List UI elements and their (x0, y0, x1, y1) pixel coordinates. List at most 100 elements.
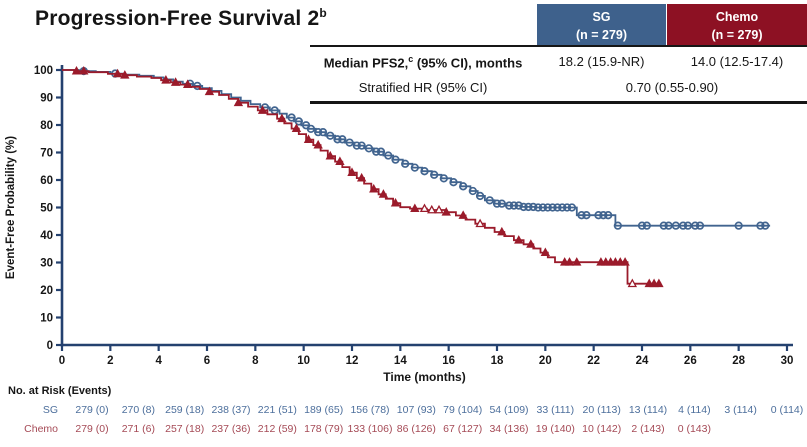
x-tick-label: 26 (684, 355, 697, 367)
sg-censor-circle-marker (420, 167, 429, 176)
chemo-censor-triangle-marker (161, 75, 171, 84)
chemo-censor-triangle-marker (434, 204, 444, 214)
risk-value-chemo: 178 (79) (304, 423, 344, 435)
chemo-censor-triangle-marker (204, 86, 215, 96)
risk-value-sg: 20 (113) (582, 404, 621, 416)
chemo-censor-triangle-marker (419, 203, 430, 213)
chemo-censor-triangle-marker (475, 218, 485, 228)
sg-censor-circle-marker (326, 131, 335, 140)
chemo-censor-triangle-marker (369, 183, 379, 193)
sg-censor-circle-marker (524, 202, 533, 212)
summary-col-header-sg: SG (n = 279) (537, 4, 666, 46)
risk-value-sg: 79 (104) (443, 404, 483, 416)
risk-value-sg: 107 (93) (396, 404, 436, 416)
sg-censor-circle-marker (582, 211, 591, 220)
risk-table-header: No. at Risk (Events) (8, 385, 112, 397)
chemo-censor-triangle-marker (378, 189, 389, 198)
sg-censor-circle-marker (562, 203, 572, 212)
chemo-column-n: (n = 279) (711, 28, 763, 43)
risk-value-chemo: 257 (18) (165, 423, 205, 435)
y-tick-label: 40 (40, 230, 53, 242)
risk-value-chemo: 237 (36) (211, 423, 251, 435)
sg-censor-circle-marker (514, 201, 523, 210)
x-tick-label: 14 (394, 355, 407, 367)
sg-censor-circle-marker (357, 141, 366, 150)
sg-censor-circle-marker (548, 203, 557, 212)
sg-censor-circle-marker (306, 124, 316, 134)
y-tick-label: 10 (40, 313, 53, 325)
x-axis-title: Time (months) (383, 370, 465, 384)
y-tick-label: 60 (40, 175, 53, 187)
chemo-censor-triangle-marker (564, 257, 575, 266)
sg-censor-circle-marker (449, 178, 458, 187)
median-pfs2-chemo-value: 14.0 (12.5-17.4) (690, 54, 784, 69)
risk-value-chemo: 212 (59) (257, 423, 297, 435)
risk-value-sg: 189 (65) (304, 404, 344, 416)
risk-value-sg: 13 (114) (628, 404, 668, 416)
chemo-column-name: Chemo (715, 10, 759, 24)
chemo-censor-triangle-marker (514, 235, 524, 244)
risk-value-sg: 279 (0) (75, 404, 109, 416)
x-tick-label: 16 (442, 355, 455, 367)
sg-censor-circle-marker (529, 202, 538, 212)
risk-value-sg: 0 (114) (770, 404, 804, 416)
sg-censor-circle-marker (318, 127, 328, 137)
sg-censor-circle-marker (333, 135, 342, 144)
sg-censor-circle-marker (533, 203, 543, 212)
median-pfs2-label-sup: c (408, 54, 414, 64)
x-tick-label: 24 (636, 355, 649, 367)
stratified-hr-label: Stratified HR (95% CI) (358, 80, 488, 95)
sg-censor-circle-marker (384, 151, 393, 160)
risk-value-chemo: 10 (142) (582, 423, 622, 435)
sg-censor-circle-marker (543, 203, 552, 212)
sg-censor-circle-marker (509, 201, 519, 210)
sg-censor-circle-marker (637, 221, 647, 230)
median-pfs2-sg-value: 18.2 (15.9-NR) (558, 54, 645, 69)
risk-value-sg: 3 (114) (724, 404, 757, 416)
risk-value-chemo: 279 (0) (75, 423, 109, 435)
sg-censor-circle-marker (734, 221, 743, 230)
sg-curve (62, 69, 771, 227)
sg-censor-circle-marker (485, 196, 494, 205)
sg-censor-circle-marker (504, 201, 514, 210)
risk-value-chemo: 67 (127) (443, 423, 483, 435)
chemo-censor-triangle-marker (170, 77, 181, 86)
chemo-censor-triangle-marker (257, 105, 268, 114)
sg-censor-circle-marker (492, 199, 502, 208)
risk-value-chemo: 133 (106) (347, 423, 393, 435)
x-tick-label: 18 (491, 355, 504, 367)
sg-censor-circle-marker (439, 174, 448, 183)
sg-censor-circle-marker (364, 144, 374, 153)
y-tick-label: 80 (40, 120, 53, 132)
sg-censor-circle-marker (410, 163, 419, 172)
sg-censor-circle-marker (538, 203, 548, 212)
chemo-censor-triangle-marker (313, 139, 323, 149)
x-tick-label: 22 (587, 355, 600, 367)
chemo-censor-triangle-marker (303, 134, 314, 144)
sg-censor-circle-marker (430, 170, 439, 179)
chemo-censor-triangle-marker (233, 97, 244, 107)
sg-censor-circle-marker (695, 221, 705, 230)
x-tick-label: 10 (297, 355, 310, 367)
sg-censor-circle-marker (468, 186, 477, 196)
chemo-censor-triangle-marker (325, 150, 335, 160)
sg-column-n: (n = 279) (575, 28, 628, 43)
chemo-censor-triangle-marker (572, 257, 582, 266)
sg-censor-circle-marker (577, 211, 586, 220)
sg-censor-circle-marker (594, 211, 603, 220)
risk-value-chemo: 0 (143) (677, 423, 711, 435)
page-title-superscript: b (319, 6, 327, 20)
chemo-censor-triangle-marker (410, 203, 420, 213)
x-tick-label: 20 (539, 355, 552, 367)
x-tick-label: 4 (155, 355, 162, 367)
chemo-censor-triangle-marker (390, 197, 401, 207)
chemo-censor-triangle-marker (79, 65, 89, 75)
sg-censor-circle-marker (599, 211, 608, 220)
sg-censor-circle-marker (459, 182, 468, 191)
risk-value-chemo: 34 (136) (489, 423, 529, 435)
y-axis-title: Event-Free Probability (%) (5, 136, 17, 279)
sg-censor-circle-marker (567, 203, 577, 212)
chemo-censor-triangle-marker (291, 123, 302, 133)
summary-col-header-chemo: Chemo (n = 279) (667, 4, 807, 46)
